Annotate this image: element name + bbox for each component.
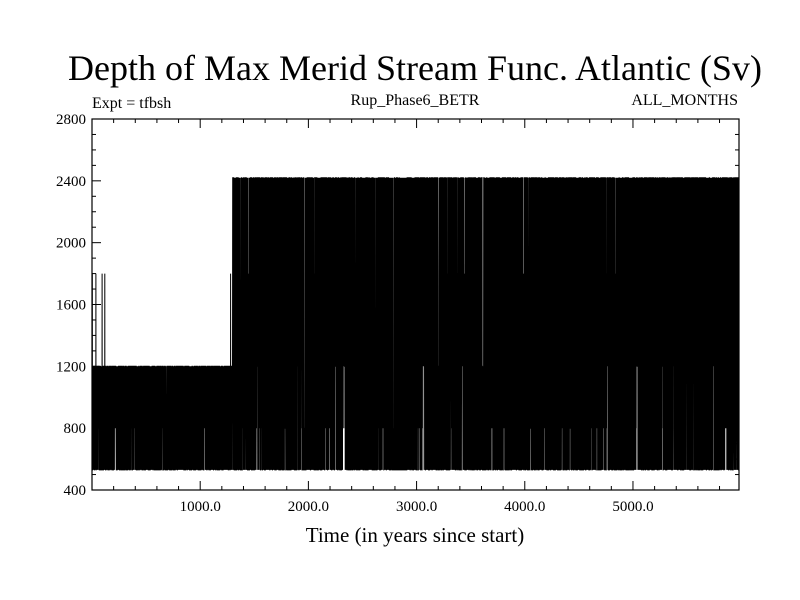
x-tick-label: 5000.0	[612, 499, 653, 515]
x-tick-label: 1000.0	[180, 499, 221, 515]
chart-title: Depth of Max Merid Stream Func. Atlantic…	[68, 48, 762, 88]
y-tick-label: 1200	[56, 359, 86, 375]
x-axis-label: Time (in years since start)	[306, 523, 525, 547]
y-tick-label: 1600	[56, 298, 86, 314]
y-tick-label: 2400	[56, 174, 86, 190]
x-tick-label: 3000.0	[396, 499, 437, 515]
experiment-label: Expt = tfbsh	[92, 95, 171, 112]
series-layer	[91, 177, 740, 471]
y-tick-label: 400	[64, 483, 87, 499]
y-tick-label: 2800	[56, 112, 86, 128]
series-line	[91, 177, 740, 471]
y-tick-label: 2000	[56, 236, 86, 252]
x-tick-label: 4000.0	[504, 499, 545, 515]
y-tick-label: 800	[64, 421, 87, 437]
x-tick-label: 2000.0	[288, 499, 329, 515]
plot-frame	[91, 118, 740, 491]
months-label: ALL_MONTHS	[631, 92, 738, 109]
run-label: Rup_Phase6_BETR	[351, 92, 480, 109]
